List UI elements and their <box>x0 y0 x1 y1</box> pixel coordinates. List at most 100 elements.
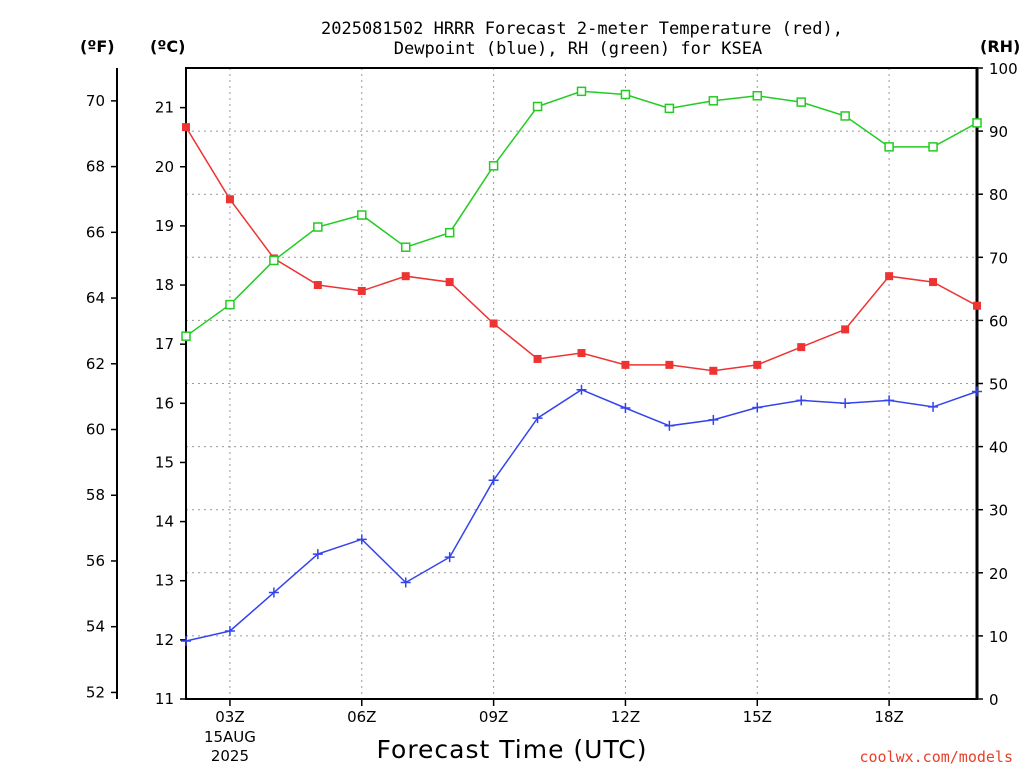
fahrenheit-tick-label: 56 <box>86 552 105 570</box>
celsius-tick-label: 14 <box>155 513 174 531</box>
data-point <box>797 343 806 352</box>
axes: 52 54 56 58 60 62 64 66 68 70 11 12 13 14 15 16 17 18 19 20… <box>86 60 1018 765</box>
rh-tick-label: 30 <box>989 502 1008 520</box>
fahrenheit-tick-label: 68 <box>86 158 105 176</box>
data-point <box>973 301 981 310</box>
data-point <box>708 96 719 106</box>
data-point <box>709 366 718 375</box>
data-point <box>708 414 719 425</box>
data-point <box>753 360 762 369</box>
data-point <box>224 625 235 636</box>
data-point <box>488 161 499 171</box>
data-point <box>400 577 411 588</box>
data-point <box>268 587 279 598</box>
credit-label: coolwx.com/models <box>859 748 1013 766</box>
x-axis-label: Forecast Time (UTC) <box>377 735 648 764</box>
data-point <box>313 281 322 290</box>
series-line <box>185 126 978 372</box>
series-1 <box>181 384 982 647</box>
series-0 <box>182 123 981 375</box>
x-tick-sublabel: 2025 <box>211 747 249 765</box>
celsius-tick-label: 21 <box>155 99 174 117</box>
fahrenheit-tick-label: 52 <box>86 683 105 701</box>
celsius-tick-label: 19 <box>155 217 174 235</box>
data-point <box>972 118 982 128</box>
data-point <box>489 319 498 328</box>
data-point <box>928 142 938 152</box>
celsius-tick-label: 17 <box>155 335 174 353</box>
x-tick-label: 12Z <box>611 708 640 726</box>
rh-tick-label: 0 <box>989 691 999 709</box>
data-point <box>532 101 543 112</box>
rh-tick-label: 100 <box>989 60 1018 78</box>
rh-tick-label: 90 <box>989 123 1008 141</box>
data-point <box>841 325 850 334</box>
x-tick-label: 18Z <box>874 708 903 726</box>
fahrenheit-tick-label: 64 <box>86 289 105 307</box>
data-point <box>357 286 366 295</box>
data-point <box>576 384 587 395</box>
series-line <box>185 90 978 337</box>
rh-tick-label: 20 <box>989 565 1008 583</box>
data-point <box>929 278 938 287</box>
x-tick-label: 03Z <box>215 708 244 726</box>
fahrenheit-tick-label: 62 <box>86 355 105 373</box>
data-point <box>577 349 586 358</box>
data-point <box>488 475 499 486</box>
data-point <box>576 86 587 97</box>
fahrenheit-tick-label: 70 <box>86 92 105 110</box>
series-layer <box>181 86 982 647</box>
series-2 <box>181 86 982 341</box>
data-point <box>532 413 543 424</box>
data-point <box>972 386 982 397</box>
data-point <box>664 420 675 431</box>
data-point <box>928 401 939 412</box>
data-point <box>840 111 850 121</box>
data-point <box>400 242 411 252</box>
chart-title-line-2: Dewpoint (blue), RH (green) for KSEA <box>394 39 762 59</box>
data-point <box>444 227 455 238</box>
rh-unit-label: (RH) <box>980 37 1020 56</box>
fahrenheit-tick-label: 66 <box>86 223 105 241</box>
celsius-tick-label: 18 <box>155 276 174 294</box>
data-point <box>664 103 675 114</box>
data-point <box>401 272 410 281</box>
data-point <box>621 360 630 369</box>
celsius-tick-label: 12 <box>155 631 174 649</box>
rh-tick-label: 60 <box>989 312 1008 330</box>
data-point <box>752 91 763 101</box>
x-tick-label: 15Z <box>743 708 772 726</box>
celsius-tick-label: 15 <box>155 453 174 471</box>
data-point <box>620 89 631 100</box>
celsius-tick-label: 11 <box>155 690 174 708</box>
data-point <box>620 403 631 414</box>
celsius-unit-label: (ºC) <box>150 37 185 56</box>
data-point <box>444 552 455 563</box>
celsius-tick-label: 20 <box>155 158 174 176</box>
rh-tick-label: 50 <box>989 376 1008 394</box>
data-point <box>181 636 191 647</box>
data-point <box>313 222 323 232</box>
data-point <box>312 549 323 560</box>
data-point <box>225 195 234 204</box>
celsius-tick-label: 16 <box>155 394 174 412</box>
data-point <box>445 278 454 287</box>
x-tick-label: 09Z <box>479 708 508 726</box>
data-point <box>665 360 674 369</box>
data-point <box>356 534 367 545</box>
x-tick-sublabel: 15AUG <box>204 728 256 746</box>
data-point <box>357 210 367 220</box>
celsius-tick-label: 13 <box>155 572 174 590</box>
rh-tick-label: 70 <box>989 249 1008 267</box>
data-point <box>885 272 894 281</box>
data-point <box>182 123 190 132</box>
data-point <box>181 331 191 341</box>
data-point <box>752 402 763 413</box>
data-point <box>796 97 806 107</box>
data-point <box>840 398 851 409</box>
x-tick-label: 06Z <box>347 708 376 726</box>
data-point <box>796 395 807 406</box>
rh-tick-label: 40 <box>989 439 1008 457</box>
rh-tick-label: 10 <box>989 628 1008 646</box>
